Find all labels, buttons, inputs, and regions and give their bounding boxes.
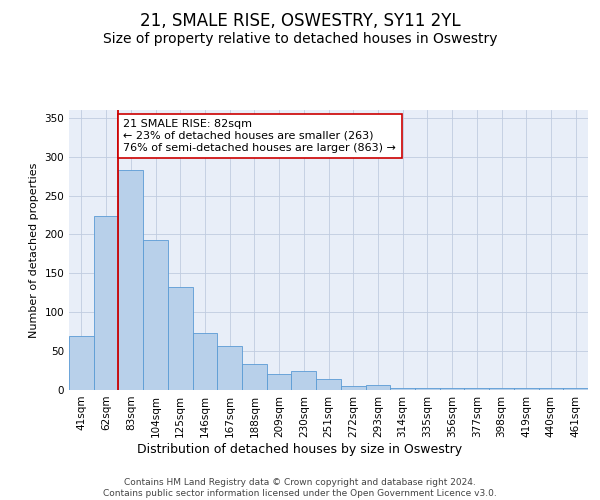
Text: 21, SMALE RISE, OSWESTRY, SY11 2YL: 21, SMALE RISE, OSWESTRY, SY11 2YL bbox=[140, 12, 460, 30]
Bar bbox=[365, 386, 390, 390]
Text: Size of property relative to detached houses in Oswestry: Size of property relative to detached ho… bbox=[103, 32, 497, 46]
Bar bbox=[489, 388, 514, 390]
Text: Contains HM Land Registry data © Crown copyright and database right 2024.
Contai: Contains HM Land Registry data © Crown c… bbox=[103, 478, 497, 498]
Bar bbox=[143, 240, 168, 390]
Bar bbox=[341, 386, 365, 390]
Bar bbox=[440, 388, 464, 390]
Bar bbox=[94, 216, 118, 390]
Y-axis label: Number of detached properties: Number of detached properties bbox=[29, 162, 39, 338]
Text: 21 SMALE RISE: 82sqm
← 23% of detached houses are smaller (263)
76% of semi-deta: 21 SMALE RISE: 82sqm ← 23% of detached h… bbox=[124, 120, 396, 152]
Bar bbox=[118, 170, 143, 390]
Text: Distribution of detached houses by size in Oswestry: Distribution of detached houses by size … bbox=[137, 442, 463, 456]
Bar bbox=[292, 370, 316, 390]
Bar bbox=[193, 333, 217, 390]
Bar bbox=[539, 388, 563, 390]
Bar bbox=[316, 379, 341, 390]
Bar bbox=[168, 288, 193, 390]
Bar bbox=[415, 388, 440, 390]
Bar bbox=[242, 364, 267, 390]
Bar bbox=[267, 374, 292, 390]
Bar bbox=[390, 388, 415, 390]
Bar bbox=[464, 388, 489, 390]
Bar bbox=[217, 346, 242, 390]
Bar bbox=[69, 336, 94, 390]
Bar bbox=[563, 388, 588, 390]
Bar bbox=[514, 388, 539, 390]
